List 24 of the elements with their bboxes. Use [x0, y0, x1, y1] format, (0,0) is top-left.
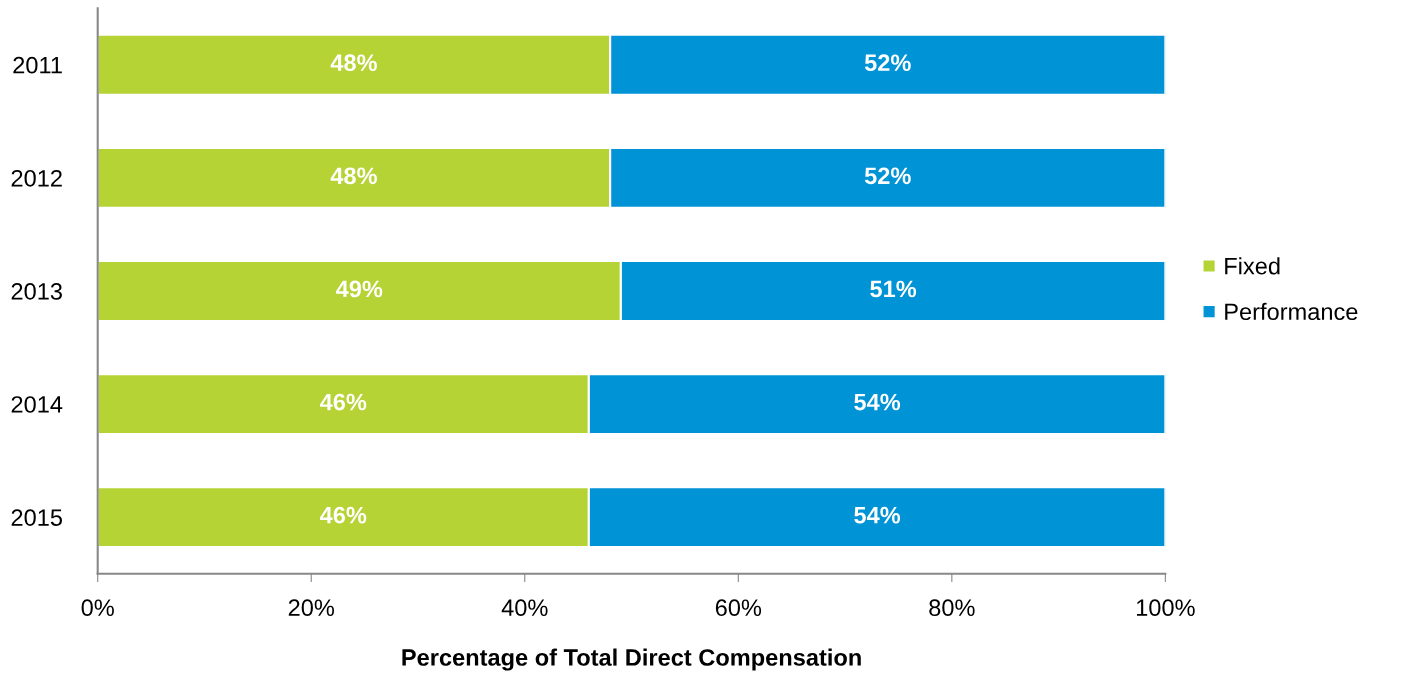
legend-label: Fixed: [1225, 257, 1280, 275]
x-tick-label: 0%: [81, 599, 114, 617]
data-label: 46%: [320, 393, 367, 411]
y-tick-label: 2015: [11, 509, 62, 526]
data-label: 54%: [854, 506, 901, 524]
data-label: 48%: [330, 167, 377, 185]
data-label: 48%: [330, 54, 377, 72]
x-tick-label: 60%: [715, 599, 762, 617]
data-label: 52%: [864, 167, 911, 185]
data-label: 54%: [854, 393, 901, 411]
data-label: 52%: [864, 54, 911, 72]
data-label: 49%: [336, 280, 383, 298]
x-tick-label: 20%: [288, 599, 335, 617]
x-tick-label: 100%: [1136, 599, 1195, 617]
y-tick-label: 2012: [11, 169, 62, 187]
data-label: 51%: [870, 280, 917, 298]
data-label: 46%: [320, 506, 367, 524]
x-tick-label: 40%: [501, 599, 548, 617]
x-tick-label: 80%: [929, 599, 975, 617]
y-tick-label: 2014: [11, 396, 63, 413]
x-axis-title: Percentage of Total Direct Compensation: [402, 648, 861, 671]
y-tick-label: 2011: [13, 56, 62, 74]
y-tick-label: 2013: [11, 283, 62, 300]
legend-label: Performance: [1225, 302, 1358, 321]
